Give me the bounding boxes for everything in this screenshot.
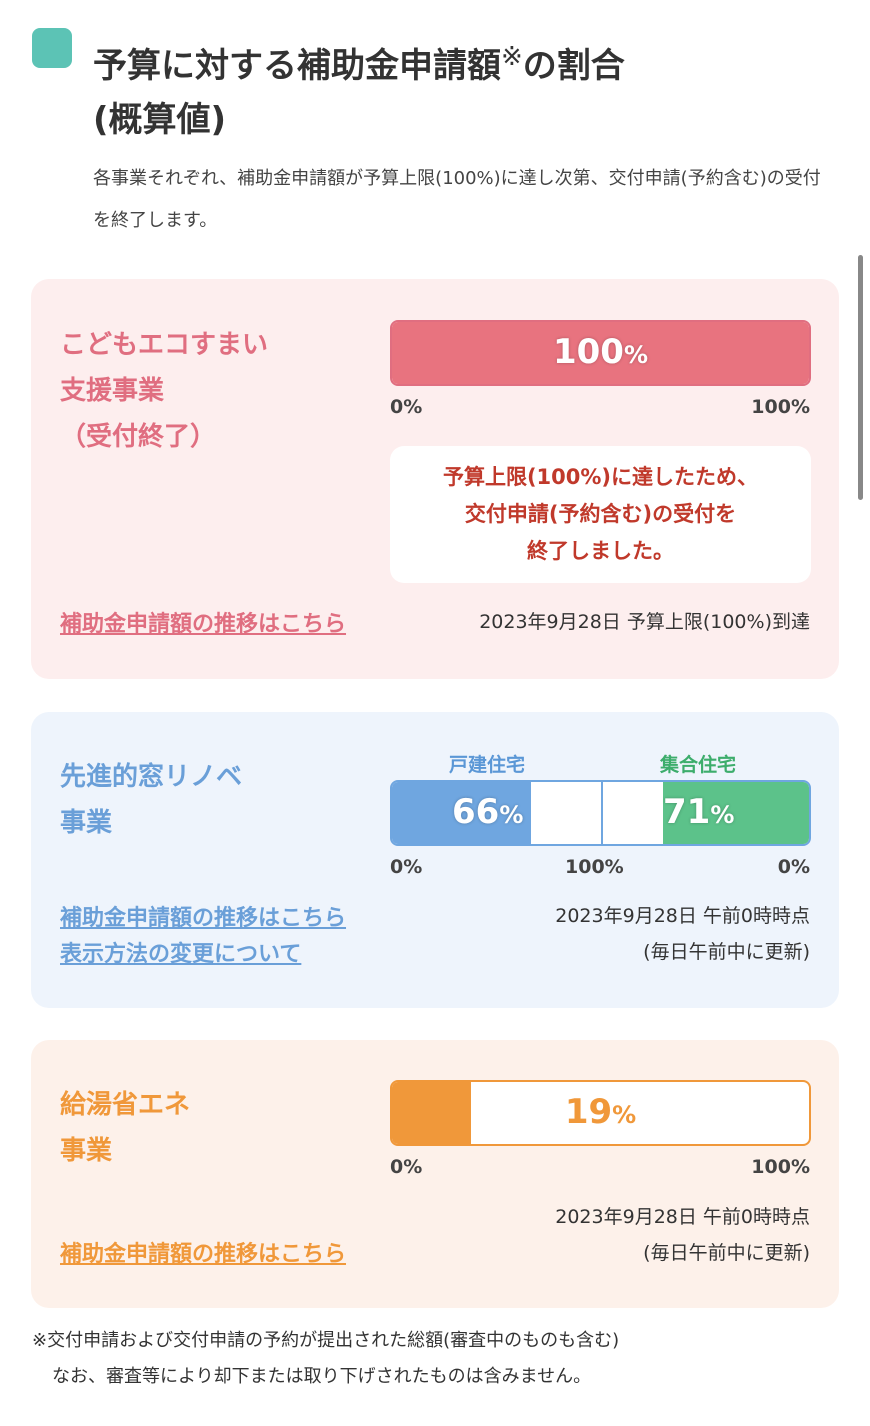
- kodomo-progress-bar: 100%: [390, 320, 811, 386]
- notice-line1: 予算上限(100%)に達したため、: [442, 465, 759, 489]
- title-line2: (概算値): [93, 100, 227, 140]
- kodomo-status: 2023年9月28日 予算上限(100%)到達: [479, 611, 810, 633]
- detached-progress-value: 66%: [452, 792, 524, 832]
- mado-scale-left: 0%: [390, 856, 423, 878]
- detached-progress-fill: [392, 782, 532, 844]
- kyuto-progress-fill: [392, 1082, 472, 1144]
- apartment-progress-fill: [662, 782, 809, 844]
- kodomo-trend-link[interactable]: 補助金申請額の推移はこちら: [60, 612, 347, 637]
- title-line1: 予算に対する補助金申請額: [93, 46, 501, 86]
- kyuto-eco-card: 給湯省エネ 事業 19% 0% 100% 補助金申請額の推移はこちら 2023年…: [31, 1040, 839, 1308]
- mado-status-line2: (毎日午前中に更新): [643, 941, 810, 963]
- mado-name: 先進的窓リノベ 事業: [60, 754, 242, 846]
- mado-scale-mid: 100%: [565, 856, 624, 878]
- kyuto-name-line1: 給湯省エネ: [60, 1090, 191, 1120]
- kodomo-closed-notice: 予算上限(100%)に達したため、 交付申請(予約含む)の受付を 終了しました。: [390, 446, 811, 583]
- scrollbar[interactable]: [858, 255, 863, 500]
- mado-status-line1: 2023年9月28日 午前0時時点: [555, 905, 810, 927]
- bar-divider: [601, 782, 603, 844]
- mado-name-line1: 先進的窓リノベ: [60, 762, 243, 792]
- apartment-progress-value: 71%: [663, 792, 735, 832]
- heading-square-icon: [32, 28, 72, 68]
- footnote: ※交付申請および交付申請の予約が提出された総額(審査中のものも含む) なお、審査…: [32, 1323, 619, 1395]
- detached-house-label: 戸建住宅: [449, 754, 526, 776]
- mado-scale-right: 0%: [777, 856, 810, 878]
- kyuto-scale-min: 0%: [390, 1156, 423, 1178]
- kodomo-eco-card: こどもエコすまい 支援事業 （受付終了） 100% 0% 100% 予算上限(1…: [31, 279, 839, 679]
- kodomo-name-line1: こどもエコすまい: [60, 330, 269, 360]
- mado-progress-bar: 66% 71%: [390, 780, 811, 846]
- apartment-label: 集合住宅: [660, 754, 737, 776]
- kodomo-name-line3: （受付終了）: [60, 422, 217, 452]
- kodomo-progress-value: 100%: [552, 332, 649, 372]
- notice-line3: 終了しました。: [527, 539, 674, 563]
- title-note-mark: ※: [501, 42, 523, 72]
- footnote-line1: ※交付申請および交付申請の予約が提出された総額(審査中のものも含む): [32, 1330, 620, 1351]
- mado-renovation-card: 先進的窓リノベ 事業 戸建住宅 集合住宅 66% 71% 0% 100% 0% …: [31, 712, 839, 1008]
- kodomo-scale-min: 0%: [390, 396, 423, 418]
- kyuto-scale-max: 100%: [751, 1156, 810, 1178]
- kodomo-name: こどもエコすまい 支援事業 （受付終了）: [60, 322, 268, 460]
- kodomo-scale-max: 100%: [751, 396, 810, 418]
- mado-status: 2023年9月28日 午前0時時点 (毎日午前中に更新): [555, 898, 810, 970]
- kyuto-progress-value: 19%: [564, 1092, 637, 1132]
- display-change-link[interactable]: 表示方法の変更について: [60, 942, 302, 967]
- kodomo-name-line2: 支援事業: [60, 376, 165, 406]
- mado-name-line2: 事業: [60, 808, 113, 838]
- intro-text: 各事業それぞれ、補助金申請額が予算上限(100%)に達し次第、交付申請(予約含む…: [93, 168, 821, 231]
- title-line1-suffix: の割合: [522, 46, 625, 86]
- kyuto-status-line1: 2023年9月28日 午前0時時点: [555, 1206, 810, 1228]
- footnote-line2: なお、審査等により却下または取り下げされたものは含みません。: [52, 1366, 592, 1387]
- kyuto-status-line2: (毎日午前中に更新): [643, 1242, 810, 1264]
- kyuto-status: 2023年9月28日 午前0時時点 (毎日午前中に更新): [555, 1199, 810, 1271]
- page-title: 予算に対する補助金申請額※の割合 (概算値): [93, 30, 813, 147]
- mado-trend-link[interactable]: 補助金申請額の推移はこちら: [60, 906, 347, 931]
- kyuto-name-line2: 事業: [60, 1136, 113, 1166]
- kyuto-progress-bar: 19%: [390, 1080, 811, 1146]
- kyuto-trend-link[interactable]: 補助金申請額の推移はこちら: [60, 1242, 347, 1267]
- notice-line2: 交付申請(予約含む)の受付を: [464, 502, 737, 526]
- kyuto-name: 給湯省エネ 事業: [60, 1082, 190, 1174]
- kodomo-progress-fill: [392, 322, 809, 384]
